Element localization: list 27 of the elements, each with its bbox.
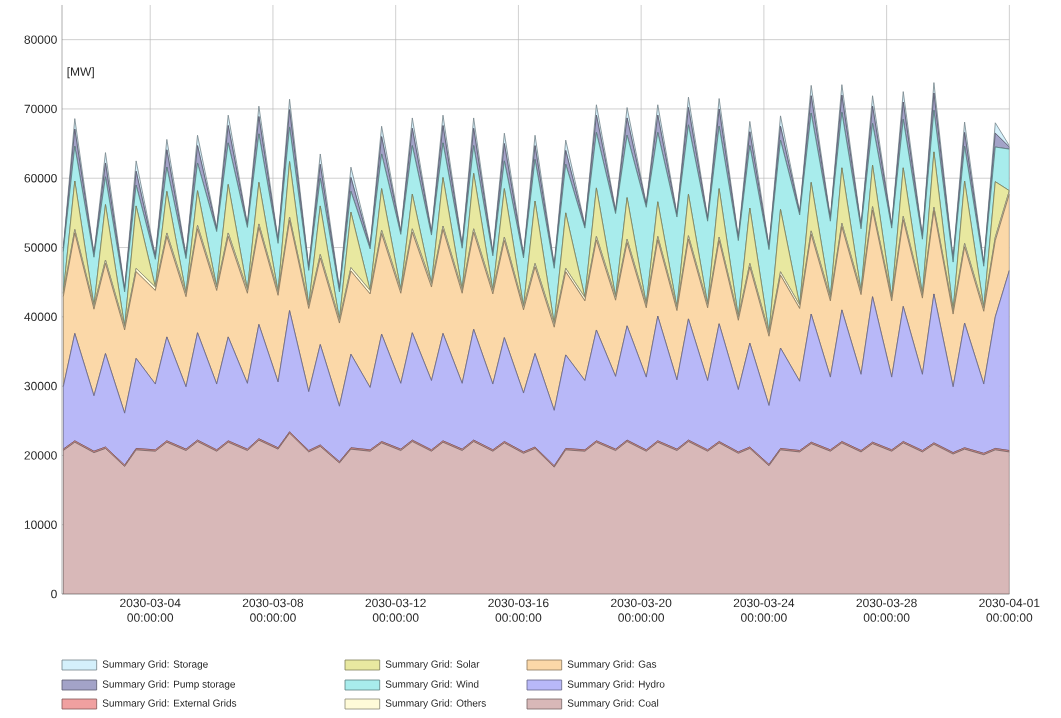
y-axis-title: [MW] <box>67 67 94 79</box>
legend-label: Summary Grid: Others <box>385 699 486 709</box>
legend-label: Summary Grid: Solar <box>385 660 480 670</box>
y-tick-label: 30000 <box>24 381 57 391</box>
legend-label: Summary Grid: Gas <box>567 660 657 670</box>
y-tick-label: 60000 <box>24 173 57 183</box>
legend-label: Summary Grid: Coal <box>567 699 659 709</box>
y-tick-label: 0 <box>51 589 57 599</box>
legend-label: Summary Grid: Wind <box>385 680 479 690</box>
y-tick-label: 10000 <box>24 520 57 529</box>
legend-label: Summary Grid: Hydro <box>567 680 665 690</box>
x-tick-label: 2030-03-20 00:00:00 <box>611 598 672 622</box>
legend-label: Summary Grid: Pump storage <box>102 680 236 690</box>
x-tick-label: 2030-04-01 00:00:00 <box>979 598 1040 622</box>
legend-label: Summary Grid: External Grids <box>102 699 237 709</box>
x-tick-label: 2030-03-08 00:00:00 <box>242 598 304 622</box>
x-tick-label: 2030-03-12 00:00:00 <box>365 598 426 622</box>
y-tick-label: 20000 <box>24 451 57 460</box>
x-tick-label: 2030-03-24 00:00:00 <box>733 598 795 622</box>
x-tick-label: 2030-03-16 00:00:00 <box>488 598 549 622</box>
x-tick-label: 2030-03-04 00:00:00 <box>120 598 181 622</box>
legend-label: Summary Grid: Storage <box>102 660 208 670</box>
y-tick-label: 50000 <box>24 243 57 252</box>
x-tick-label: 2030-03-28 00:00:00 <box>856 598 917 622</box>
y-tick-label: 40000 <box>24 312 57 322</box>
y-tick-label: 70000 <box>24 104 57 114</box>
y-tick-label: 80000 <box>24 35 57 44</box>
